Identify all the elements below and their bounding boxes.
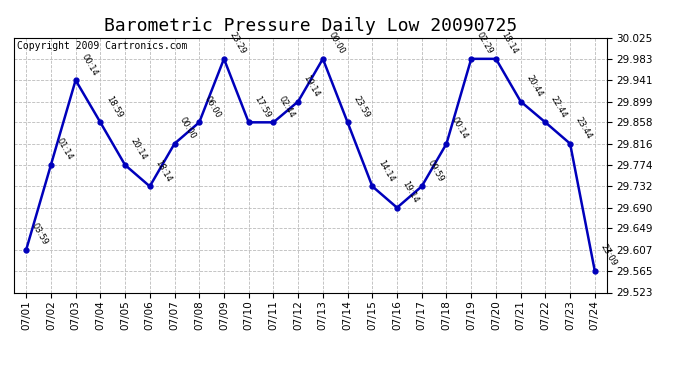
Text: 19:14: 19:14 — [302, 74, 322, 99]
Text: 19:14: 19:14 — [401, 180, 420, 205]
Text: 23:29: 23:29 — [228, 31, 248, 56]
Text: 02:44: 02:44 — [277, 94, 297, 119]
Text: 17:59: 17:59 — [253, 94, 272, 119]
Text: 00:14: 00:14 — [450, 116, 470, 141]
Text: 18:14: 18:14 — [500, 31, 520, 56]
Text: 20:44: 20:44 — [524, 74, 544, 99]
Text: 00:00: 00:00 — [326, 31, 346, 56]
Text: 01:14: 01:14 — [55, 137, 75, 162]
Text: 02:29: 02:29 — [475, 31, 495, 56]
Text: 03:59: 03:59 — [30, 222, 50, 247]
Text: 23:09: 23:09 — [598, 243, 618, 268]
Text: 20:14: 20:14 — [129, 137, 148, 162]
Text: 14:14: 14:14 — [376, 158, 395, 183]
Text: 18:59: 18:59 — [104, 94, 124, 119]
Text: 23:44: 23:44 — [574, 116, 593, 141]
Text: 09:59: 09:59 — [426, 158, 445, 183]
Text: 00:14: 00:14 — [79, 52, 99, 77]
Text: 06:00: 06:00 — [203, 94, 223, 119]
Text: Copyright 2009 Cartronics.com: Copyright 2009 Cartronics.com — [17, 41, 187, 51]
Text: 22:44: 22:44 — [549, 94, 569, 119]
Text: 18:14: 18:14 — [153, 158, 173, 183]
Title: Barometric Pressure Daily Low 20090725: Barometric Pressure Daily Low 20090725 — [104, 16, 517, 34]
Text: 23:59: 23:59 — [351, 94, 371, 119]
Text: 00:00: 00:00 — [178, 116, 198, 141]
